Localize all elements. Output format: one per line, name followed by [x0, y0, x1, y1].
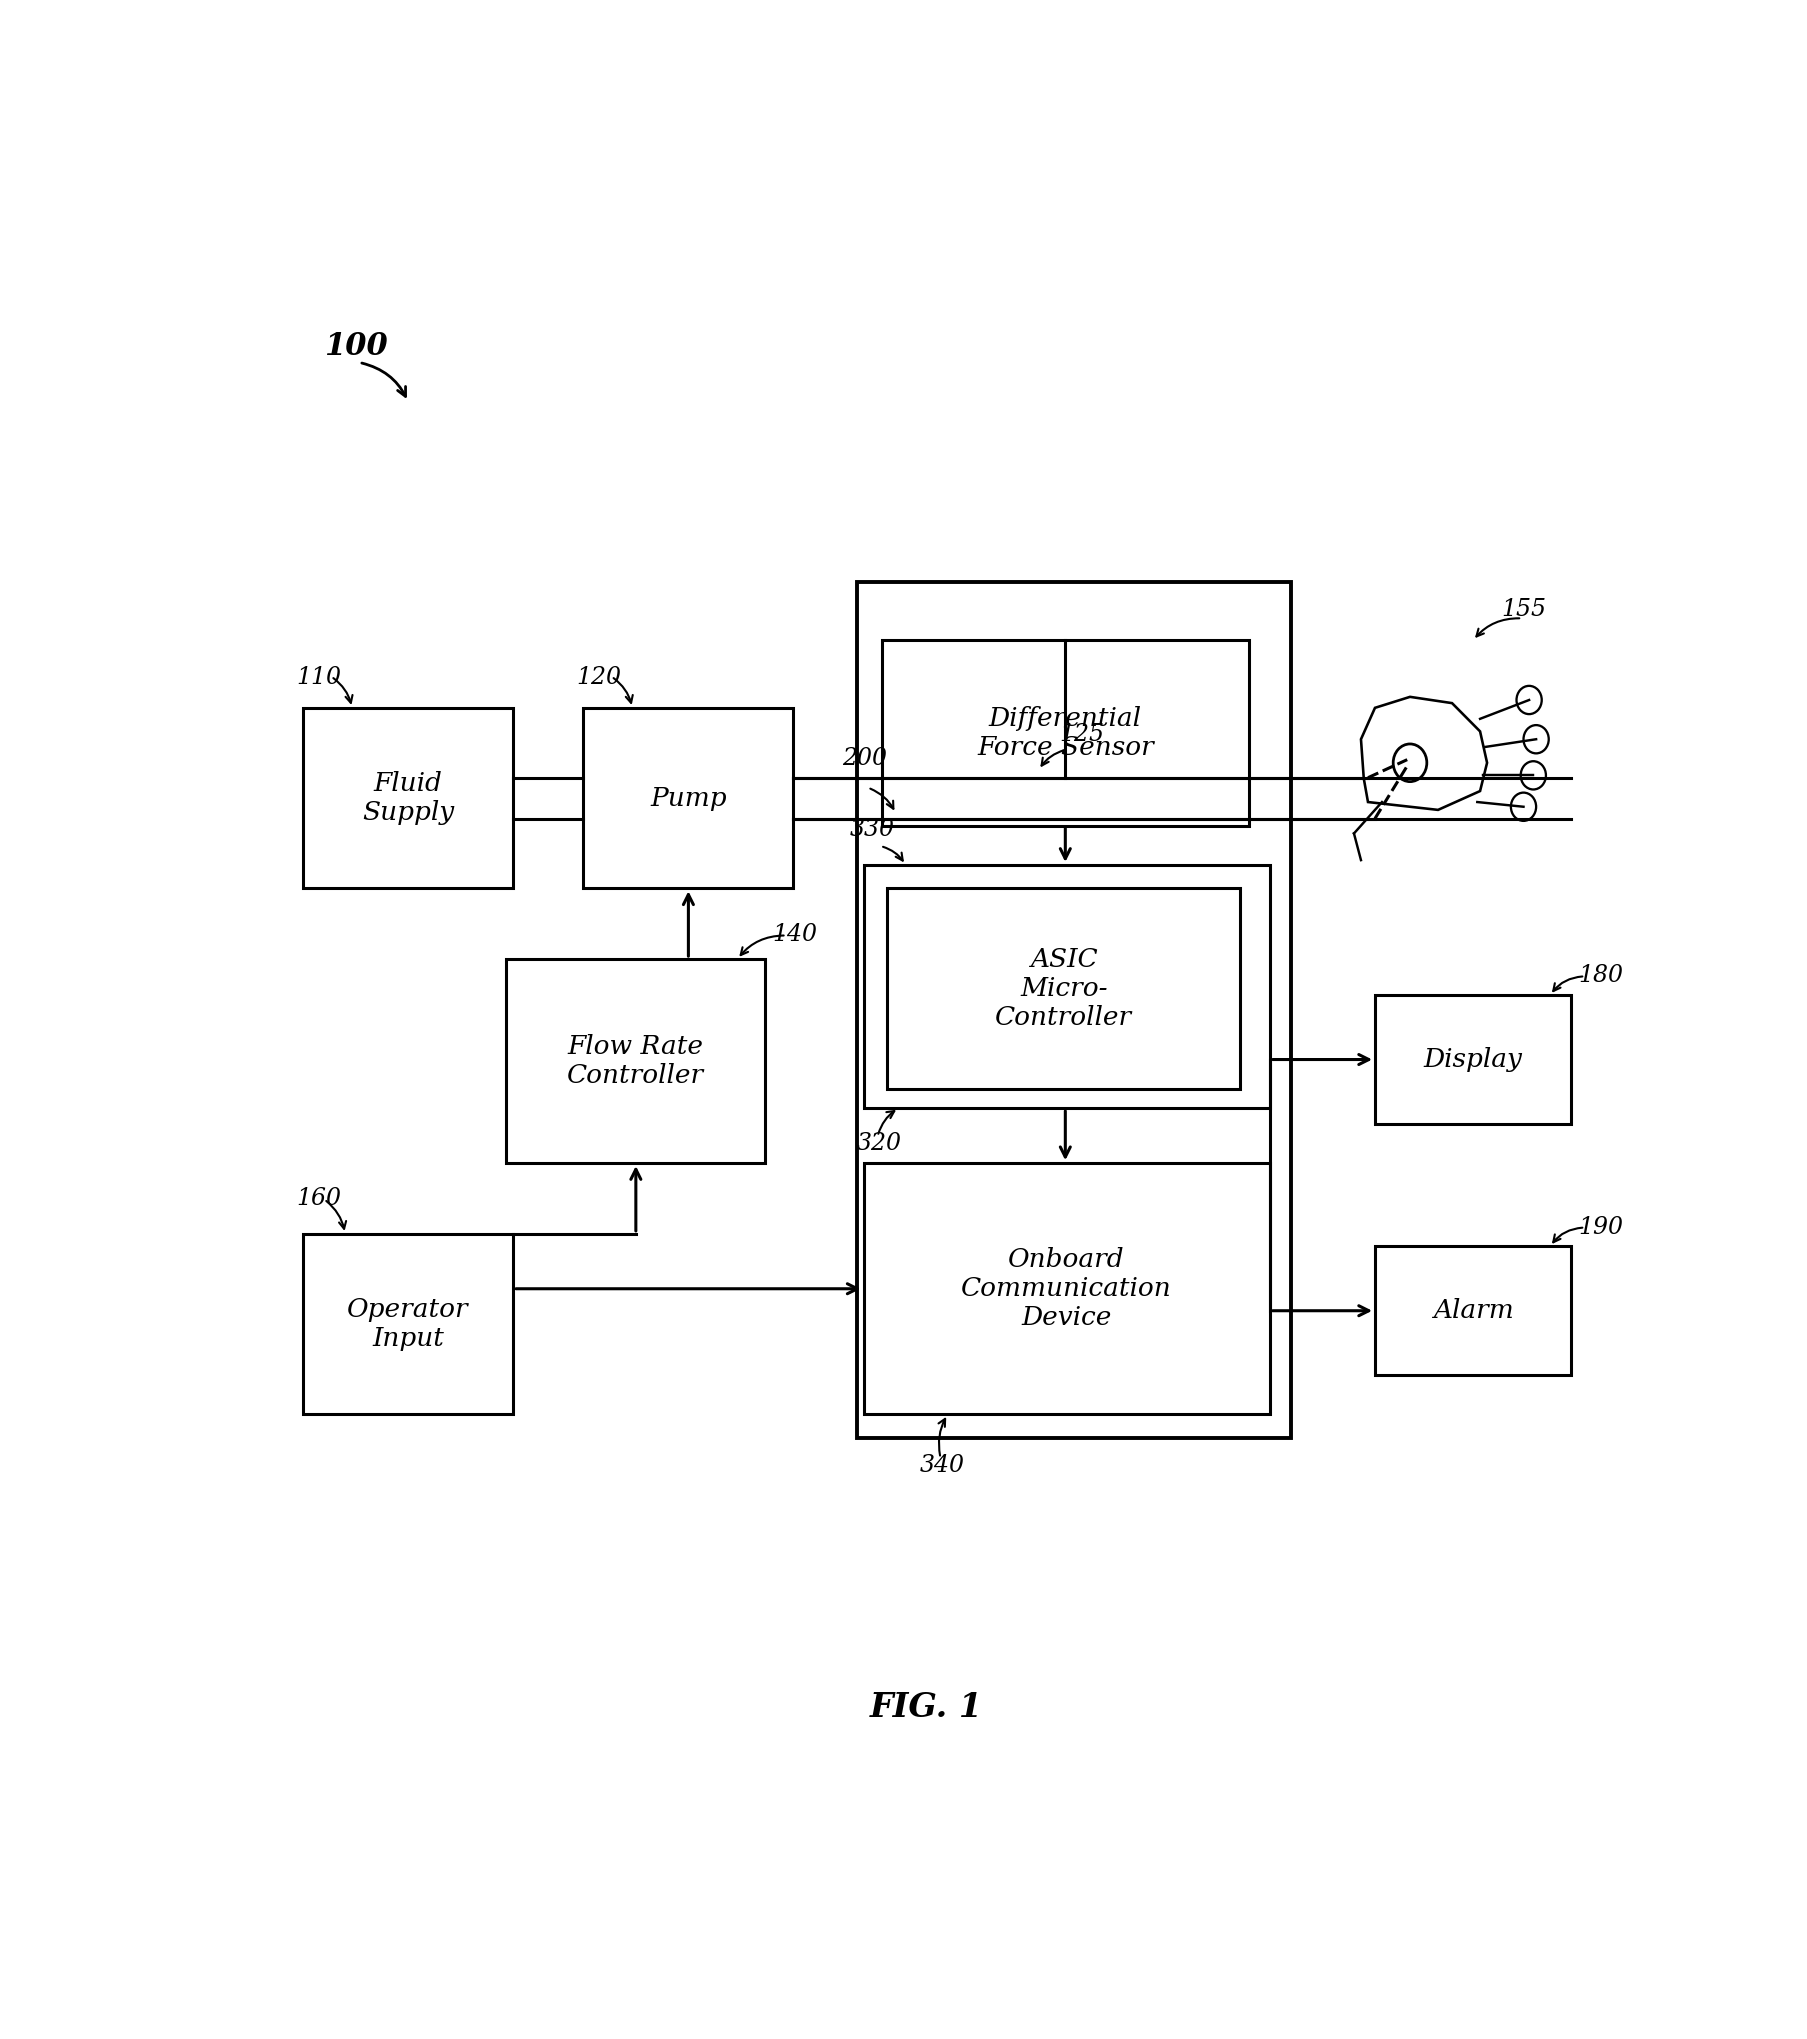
- Text: 125: 125: [1059, 724, 1104, 746]
- Text: Fluid
Supply: Fluid Supply: [361, 771, 454, 826]
- Text: Flow Rate
Controller: Flow Rate Controller: [567, 1034, 705, 1089]
- Text: ASIC
Micro-
Controller: ASIC Micro- Controller: [996, 948, 1131, 1030]
- Text: Onboard
Communication
Device: Onboard Communication Device: [961, 1248, 1171, 1329]
- Text: 155: 155: [1500, 599, 1545, 622]
- Text: 110: 110: [296, 667, 342, 689]
- Text: 100: 100: [323, 330, 389, 361]
- Bar: [887, 889, 1240, 1089]
- Text: 190: 190: [1578, 1215, 1623, 1238]
- Text: FIG. 1: FIG. 1: [869, 1692, 983, 1725]
- Bar: [1373, 995, 1570, 1123]
- Text: 200: 200: [842, 748, 887, 771]
- Bar: [864, 1162, 1269, 1415]
- Text: Operator
Input: Operator Input: [347, 1297, 468, 1352]
- Text: 330: 330: [849, 818, 894, 842]
- Bar: [304, 708, 513, 889]
- Bar: [864, 865, 1269, 1109]
- Text: 180: 180: [1578, 964, 1623, 987]
- Bar: [304, 1234, 513, 1415]
- Text: 120: 120: [576, 667, 622, 689]
- Text: Pump: Pump: [651, 785, 726, 812]
- Bar: [857, 583, 1290, 1437]
- Text: Alarm: Alarm: [1431, 1299, 1512, 1323]
- Bar: [882, 640, 1249, 826]
- Bar: [1373, 1246, 1570, 1374]
- Text: 140: 140: [772, 924, 817, 946]
- Bar: [506, 958, 764, 1162]
- Text: Differential
Force Sensor: Differential Force Sensor: [976, 705, 1153, 761]
- Bar: [584, 708, 793, 889]
- Text: 340: 340: [920, 1454, 965, 1476]
- Text: Display: Display: [1422, 1046, 1521, 1073]
- Text: 160: 160: [296, 1187, 342, 1211]
- Text: 320: 320: [857, 1132, 902, 1156]
